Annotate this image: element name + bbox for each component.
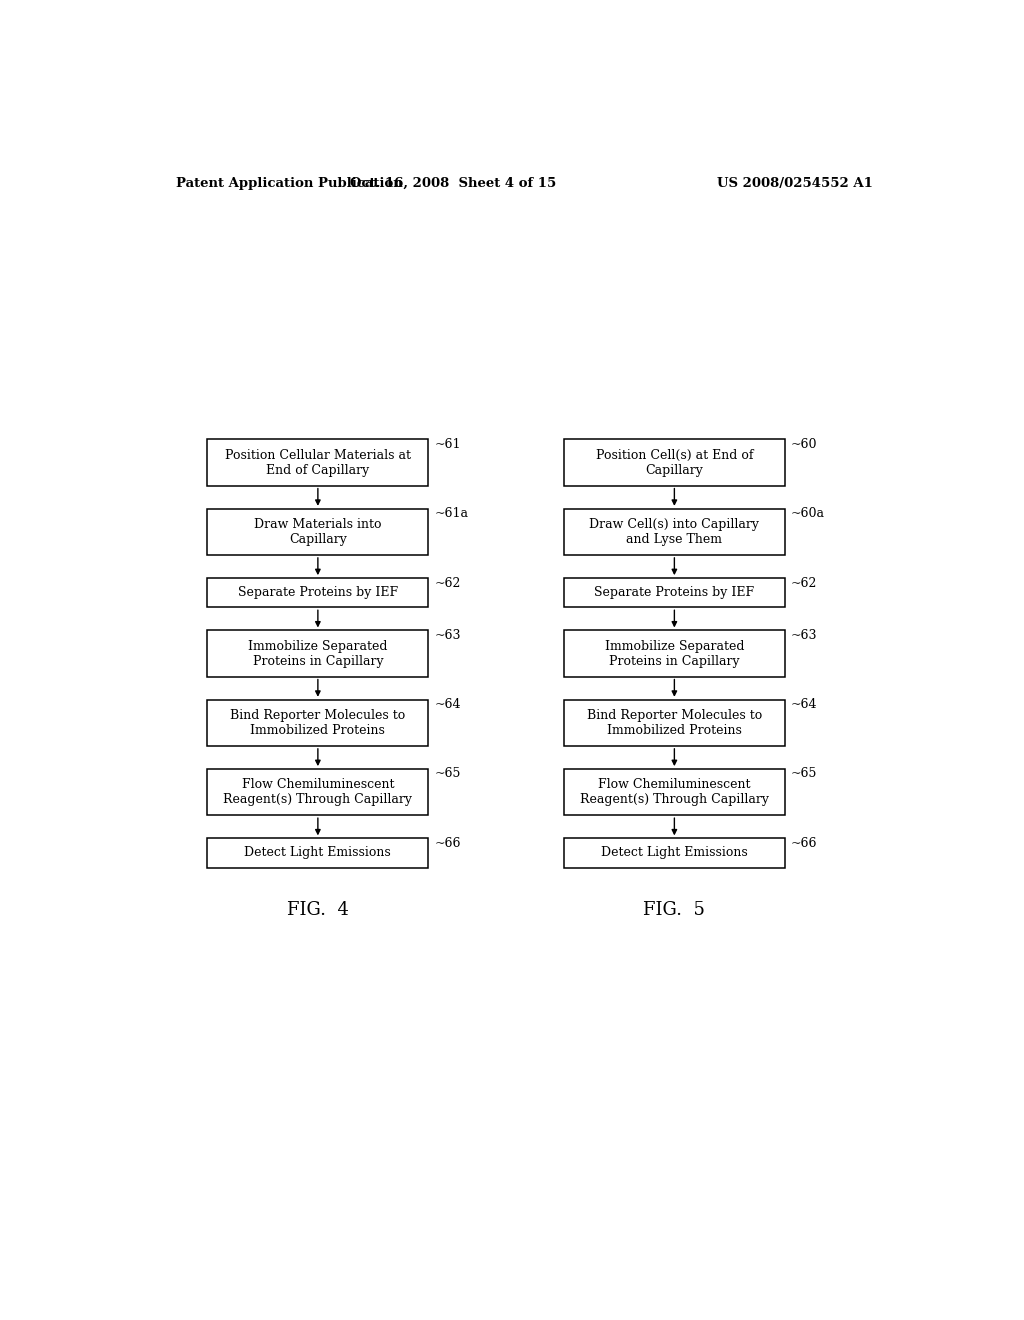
Text: ~62: ~62: [791, 577, 817, 590]
FancyBboxPatch shape: [564, 770, 784, 816]
FancyBboxPatch shape: [208, 631, 428, 677]
FancyBboxPatch shape: [564, 578, 784, 607]
Text: ~63: ~63: [791, 628, 817, 642]
FancyBboxPatch shape: [208, 578, 428, 607]
Text: Bind Reporter Molecules to
Immobilized Proteins: Bind Reporter Molecules to Immobilized P…: [230, 709, 406, 737]
Text: ~60: ~60: [791, 438, 817, 451]
Text: Detect Light Emissions: Detect Light Emissions: [245, 846, 391, 859]
Text: FIG.  5: FIG. 5: [643, 902, 706, 919]
Text: Immobilize Separated
Proteins in Capillary: Immobilize Separated Proteins in Capilla…: [248, 639, 388, 668]
Text: ~65: ~65: [434, 767, 461, 780]
Text: FIG.  4: FIG. 4: [287, 902, 349, 919]
FancyBboxPatch shape: [208, 700, 428, 746]
Text: Separate Proteins by IEF: Separate Proteins by IEF: [238, 586, 398, 599]
FancyBboxPatch shape: [208, 770, 428, 816]
Text: ~66: ~66: [791, 837, 817, 850]
FancyBboxPatch shape: [208, 440, 428, 486]
Text: ~62: ~62: [434, 577, 461, 590]
Text: ~65: ~65: [791, 767, 817, 780]
FancyBboxPatch shape: [564, 700, 784, 746]
Text: Patent Application Publication: Patent Application Publication: [176, 177, 402, 190]
Text: Draw Materials into
Capillary: Draw Materials into Capillary: [254, 517, 382, 546]
Text: ~61a: ~61a: [434, 507, 469, 520]
Text: ~66: ~66: [434, 837, 461, 850]
Text: Oct. 16, 2008  Sheet 4 of 15: Oct. 16, 2008 Sheet 4 of 15: [350, 177, 557, 190]
FancyBboxPatch shape: [564, 631, 784, 677]
Text: Flow Chemiluminescent
Reagent(s) Through Capillary: Flow Chemiluminescent Reagent(s) Through…: [580, 777, 769, 807]
Text: Immobilize Separated
Proteins in Capillary: Immobilize Separated Proteins in Capilla…: [604, 639, 744, 668]
Text: ~61: ~61: [434, 438, 461, 451]
Text: US 2008/0254552 A1: US 2008/0254552 A1: [717, 177, 872, 190]
Text: ~63: ~63: [434, 628, 461, 642]
FancyBboxPatch shape: [564, 508, 784, 554]
Text: Position Cellular Materials at
End of Capillary: Position Cellular Materials at End of Ca…: [225, 449, 411, 477]
FancyBboxPatch shape: [564, 838, 784, 867]
Text: Position Cell(s) at End of
Capillary: Position Cell(s) at End of Capillary: [596, 449, 753, 477]
Text: Draw Cell(s) into Capillary
and Lyse Them: Draw Cell(s) into Capillary and Lyse The…: [590, 517, 760, 546]
Text: Detect Light Emissions: Detect Light Emissions: [601, 846, 748, 859]
FancyBboxPatch shape: [208, 508, 428, 554]
Text: Flow Chemiluminescent
Reagent(s) Through Capillary: Flow Chemiluminescent Reagent(s) Through…: [223, 777, 413, 807]
Text: ~64: ~64: [791, 698, 817, 711]
FancyBboxPatch shape: [564, 440, 784, 486]
Text: ~64: ~64: [434, 698, 461, 711]
Text: Separate Proteins by IEF: Separate Proteins by IEF: [594, 586, 755, 599]
Text: Bind Reporter Molecules to
Immobilized Proteins: Bind Reporter Molecules to Immobilized P…: [587, 709, 762, 737]
FancyBboxPatch shape: [208, 838, 428, 867]
Text: ~60a: ~60a: [791, 507, 825, 520]
